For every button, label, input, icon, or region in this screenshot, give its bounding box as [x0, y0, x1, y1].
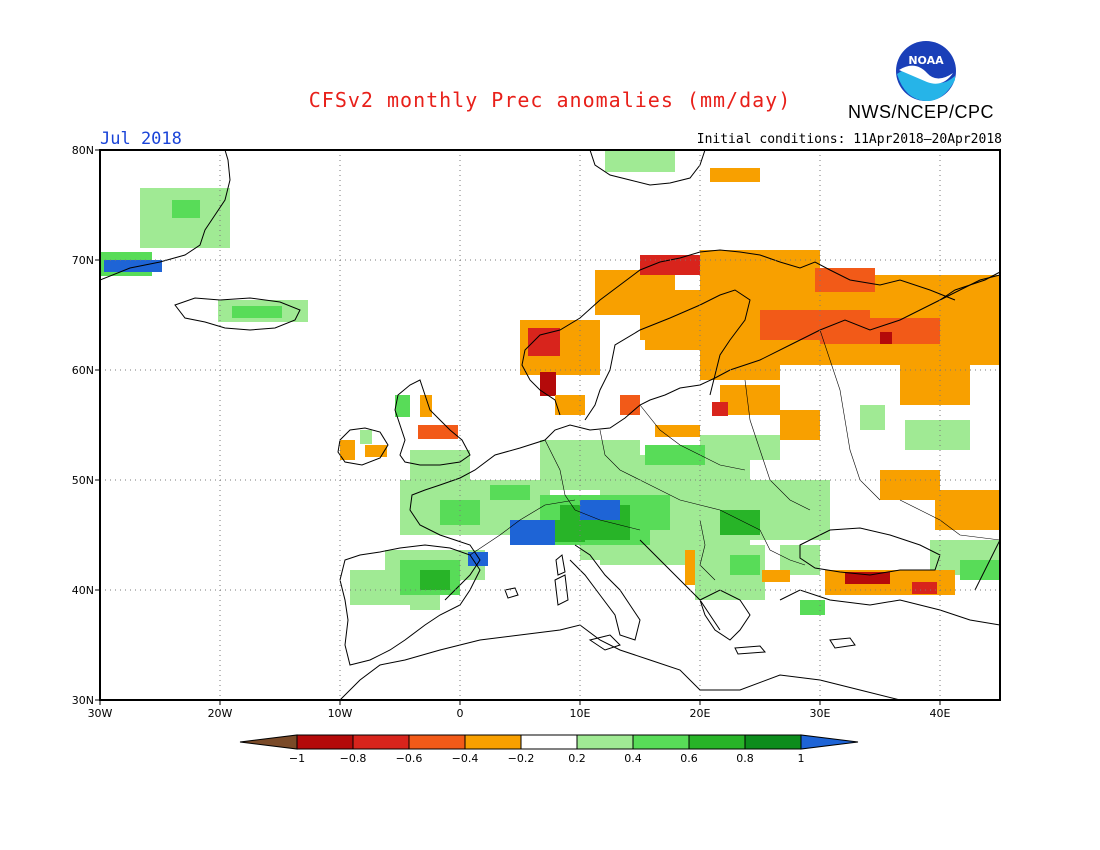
lat-label: 50N — [72, 474, 94, 487]
lon-label: 10E — [570, 707, 591, 720]
lon-label: 10W — [328, 707, 353, 720]
coast-north-africa — [339, 624, 901, 700]
tick-marks — [95, 149, 941, 705]
lat-label: 70N — [72, 254, 94, 267]
map-title: CFSv2 monthly Prec anomalies (mm/day) — [308, 88, 792, 112]
lat-label: 30N — [72, 694, 94, 707]
legend-label: −0.6 — [396, 752, 423, 765]
country-borders — [469, 329, 1000, 581]
map-frame — [99, 149, 1001, 701]
coast-ireland — [337, 427, 389, 466]
lon-label: 0 — [457, 707, 464, 720]
lon-label: 20W — [208, 707, 233, 720]
legend-labels: −1 −0.8 −0.6 −0.4 −0.2 0.2 0.4 0.6 0.8 1 — [289, 752, 805, 765]
map-frame-bg — [100, 150, 1000, 700]
legend-swatch — [520, 734, 578, 750]
central-europe-wet-region — [400, 435, 830, 600]
legend-swatch — [688, 734, 746, 750]
legend-label: 0.2 — [568, 752, 586, 765]
coast-italy — [569, 544, 641, 641]
legend-label: −0.4 — [452, 752, 479, 765]
legend-swatch-below — [239, 734, 298, 750]
legend-swatch — [296, 734, 354, 750]
legend-label: 1 — [798, 752, 805, 765]
greenland-anomaly-region — [100, 188, 230, 276]
legend-swatch — [408, 734, 466, 750]
coast-adriatic — [639, 539, 721, 631]
lon-label: 40E — [930, 707, 951, 720]
coast-greenland — [100, 150, 231, 281]
coast-sweden-east — [584, 289, 751, 421]
coast-greece — [699, 589, 751, 641]
valid-month: Jul 2018 — [100, 129, 182, 149]
legend-swatch-above — [800, 734, 859, 750]
agency-label: NWS/NCEP/CPC — [848, 102, 995, 122]
iberia-wet-region — [350, 550, 488, 610]
coast-corsica — [555, 554, 566, 576]
coast-black-sea — [799, 527, 941, 576]
legend-label: 0.8 — [736, 752, 754, 765]
legend-colorbar — [239, 734, 859, 750]
legend-swatch — [352, 734, 410, 750]
turkey-dry-region — [800, 570, 955, 615]
lon-labels: 30W 20W 10W 0 10E 20E 30E 40E — [88, 707, 951, 720]
lat-label: 40N — [72, 584, 94, 597]
legend-swatch — [464, 734, 522, 750]
lat-labels: 30N 40N 50N 60N 70N 80N — [72, 144, 94, 707]
coast-balearic — [504, 587, 519, 599]
anomaly-fields — [100, 150, 1000, 615]
eastern-europe-dry-region — [860, 405, 1000, 580]
legend-swatch — [744, 734, 802, 750]
coast-sardinia — [554, 574, 569, 606]
initial-conditions: Initial conditions: 11Apr2018–20Apr2018 — [696, 132, 1002, 147]
coast-europe-mainland — [409, 274, 1000, 601]
svalbard-anomaly-region — [605, 150, 760, 182]
noaa-logo: NOAA — [896, 41, 956, 102]
lat-label: 60N — [72, 364, 94, 377]
legend-swatch — [632, 734, 690, 750]
lon-label: 20E — [690, 707, 711, 720]
legend-label: −0.2 — [508, 752, 535, 765]
legend-label: −1 — [289, 752, 305, 765]
coast-scandinavia — [521, 249, 956, 416]
coast-turkey — [779, 589, 1000, 626]
legend-label: −0.8 — [340, 752, 367, 765]
coast-svalbard — [589, 150, 706, 186]
coast-iberia — [339, 544, 481, 666]
coast-sicily — [588, 634, 621, 651]
coast-crete — [734, 645, 767, 655]
legend-label: 0.4 — [624, 752, 642, 765]
coast-caspian — [974, 539, 1000, 591]
lon-label: 30W — [88, 707, 113, 720]
noaa-logo-text: NOAA — [908, 54, 944, 67]
legend-label: 0.6 — [680, 752, 698, 765]
lon-label: 30E — [810, 707, 831, 720]
coast-great-britain — [394, 379, 471, 466]
coastlines — [100, 150, 1000, 700]
lat-label: 80N — [72, 144, 94, 157]
legend-swatch — [576, 734, 634, 750]
iceland-anomaly-region — [218, 300, 308, 322]
coast-cyprus — [829, 637, 856, 649]
coast-novaya-zemlya — [939, 271, 1000, 301]
gridlines — [100, 150, 1000, 700]
